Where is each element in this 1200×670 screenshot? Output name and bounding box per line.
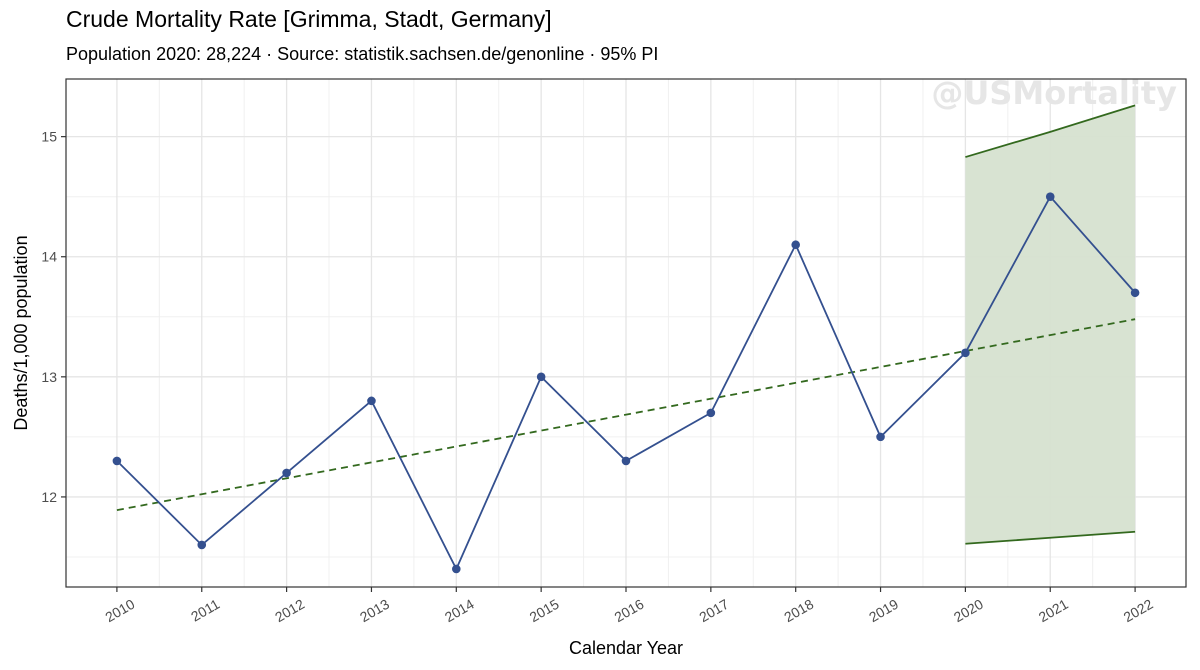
x-tick-label: 2016 [612,596,647,626]
data-point [1045,192,1055,201]
x-tick-label: 2021 [1036,596,1071,626]
x-tick-label: 2011 [188,596,222,625]
data-point [1130,288,1140,298]
data-point [791,240,800,250]
x-tick-label: 2018 [781,596,816,626]
prediction-interval-band [965,105,1136,544]
watermark-text: @USMortality [931,74,1177,112]
y-axis-title: Deaths/1,000 population [11,235,31,430]
data-point [961,348,970,358]
x-tick-label: 2014 [442,596,477,626]
series-layer [112,192,1140,574]
x-tick-label: 2019 [866,596,901,626]
y-tick-label: 12 [41,489,57,505]
data-point [282,468,291,478]
data-point [621,456,631,466]
x-tick-label: 2013 [357,596,392,626]
data-point [367,396,376,406]
prediction-interval-layer [965,104,1136,545]
x-axis-title: Calendar Year [569,638,683,658]
data-point [197,540,207,550]
x-tick-label: 2015 [527,596,562,626]
grid-layer [66,79,1186,587]
trend-line [116,318,1136,512]
y-tick-label: 13 [41,369,57,385]
x-tick-label: 2017 [696,596,731,626]
x-tick-label: 2010 [102,596,137,626]
data-point [452,564,461,574]
x-tick-label: 2012 [272,596,307,626]
pi-lower-line [965,530,1136,545]
chart-subtitle: Population 2020: 28,224 · Source: statis… [66,44,659,64]
chart-title: Crude Mortality Rate [Grimma, Stadt, Ger… [66,6,552,32]
data-point [876,432,885,442]
x-tick-label: 2022 [1121,596,1156,626]
x-tick-label: 2020 [951,596,986,626]
y-tick-label: 15 [41,129,57,145]
trend-layer [116,318,1136,512]
pi-upper-line [965,104,1136,158]
data-point [536,372,546,382]
data-point [112,456,122,466]
y-tick-label: 14 [41,249,57,265]
data-point [706,408,716,418]
